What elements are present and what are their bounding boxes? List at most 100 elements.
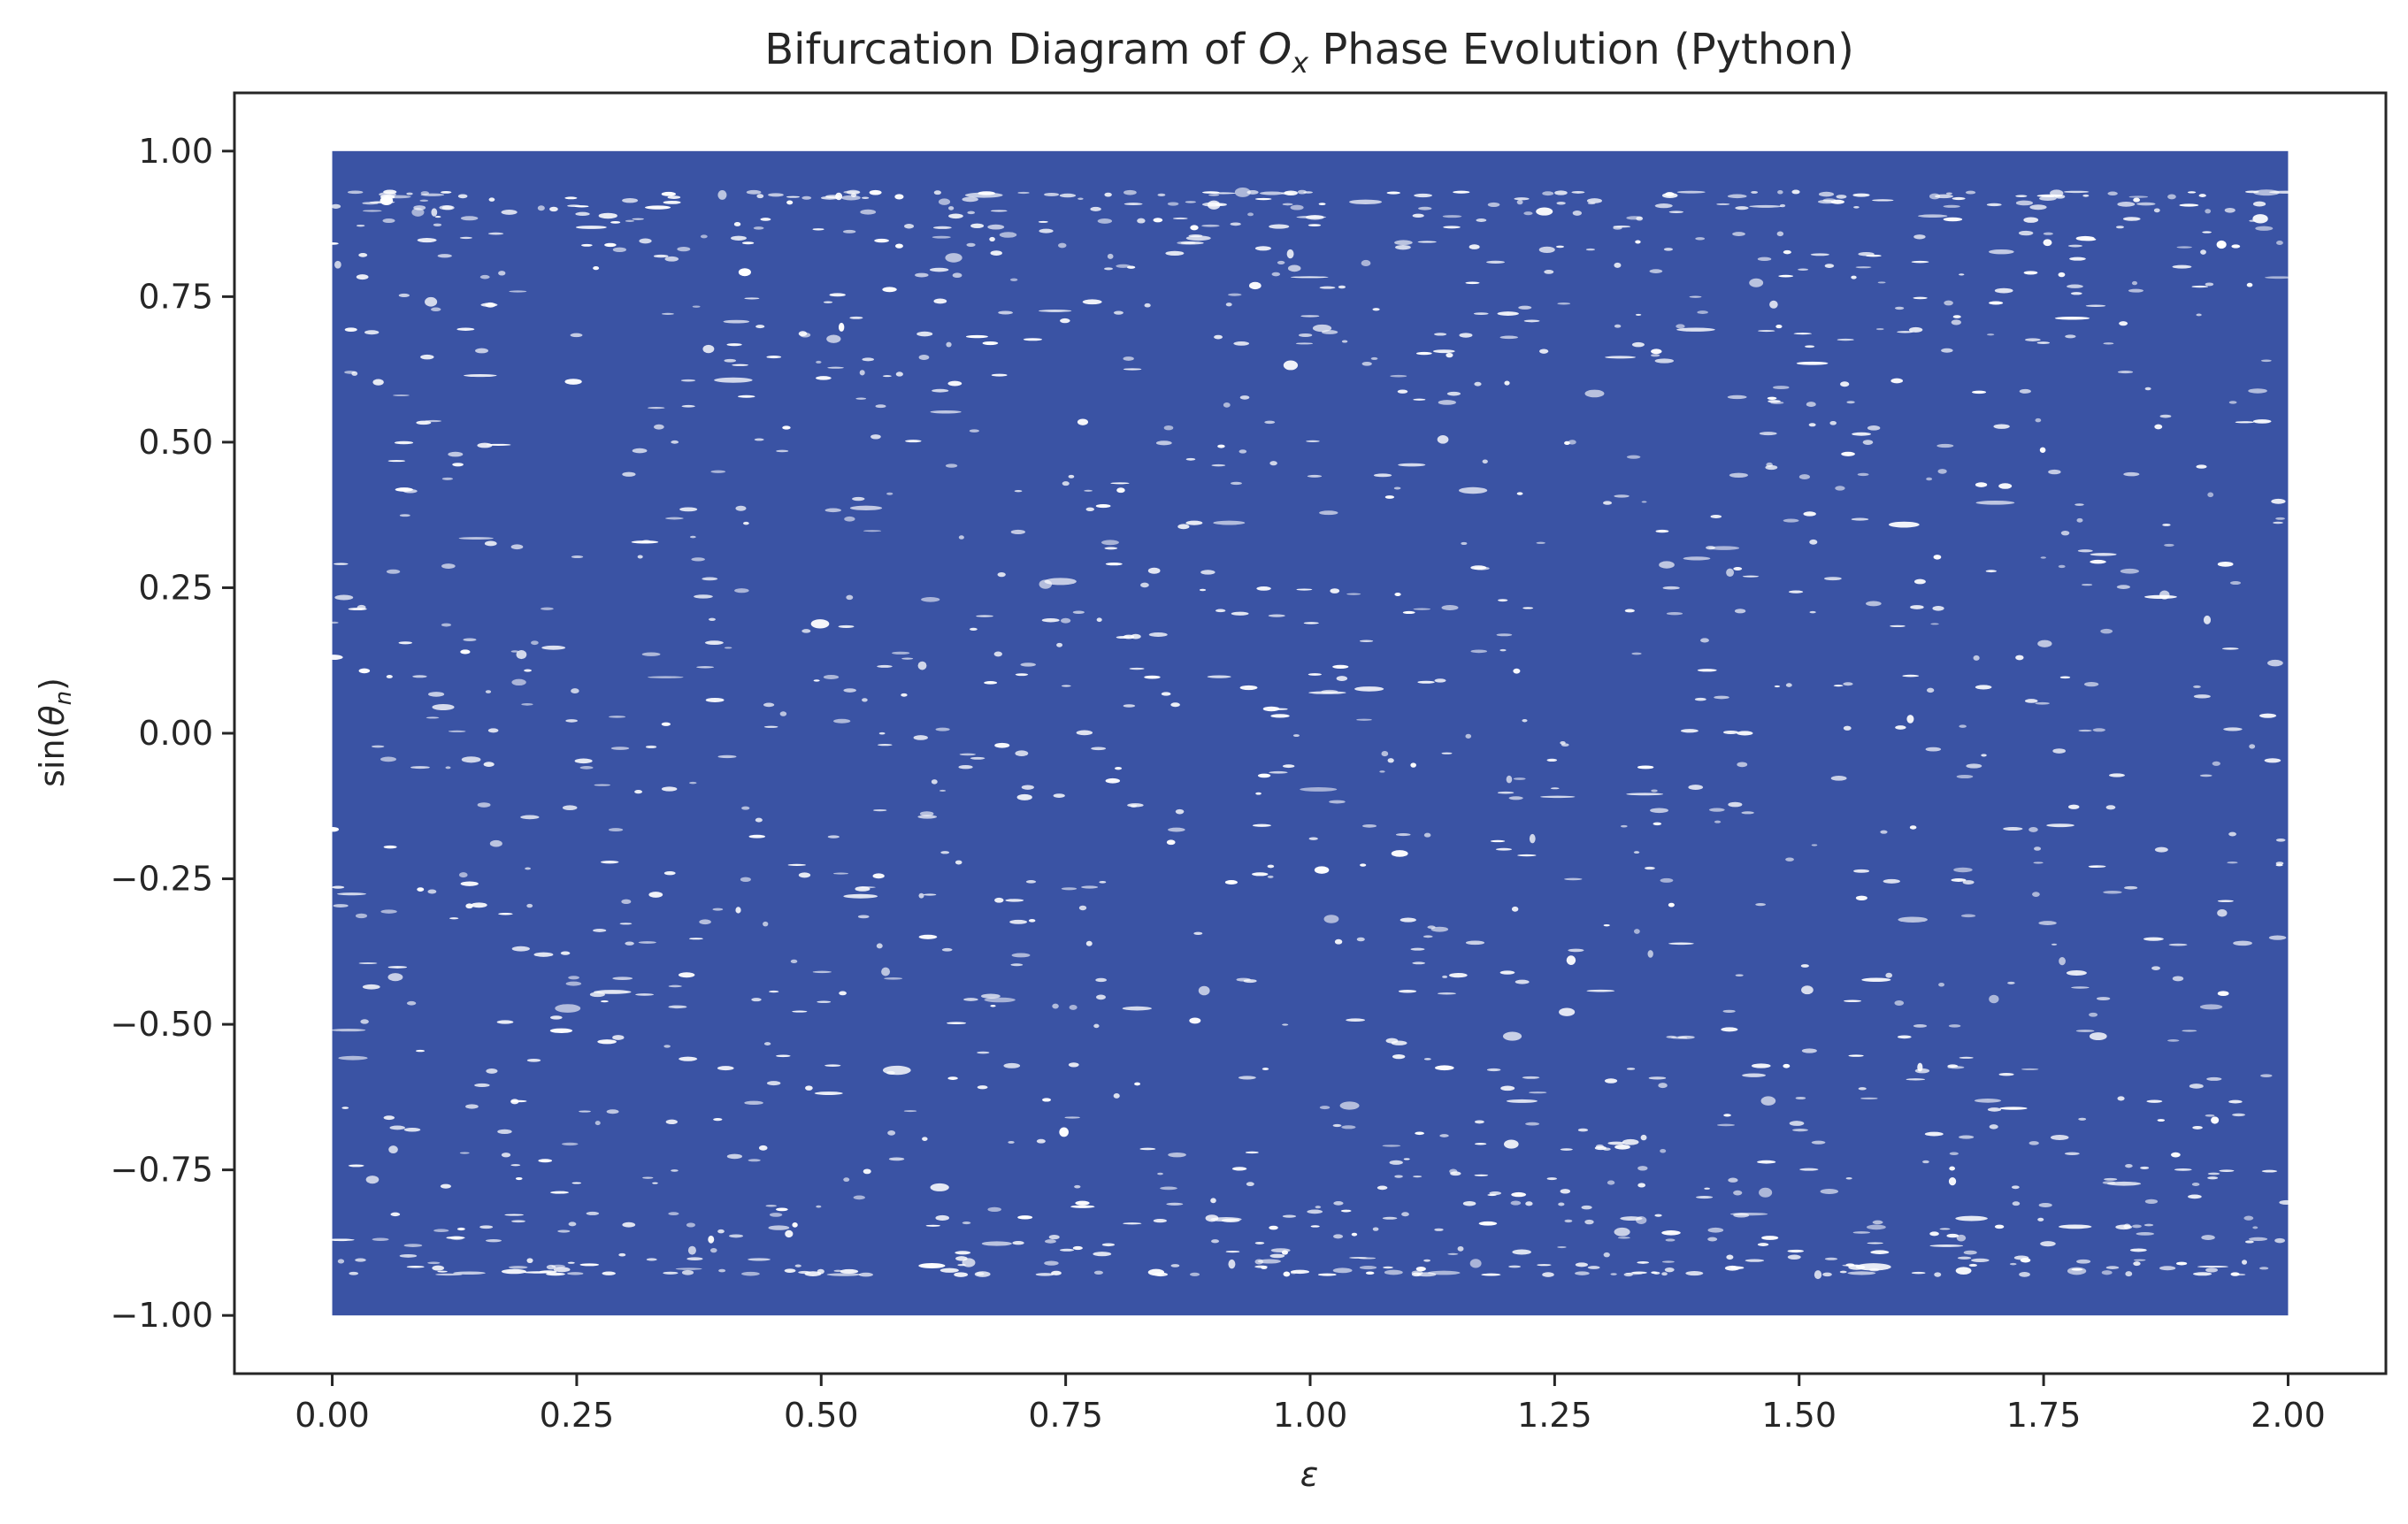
scatter-gap bbox=[549, 1015, 563, 1020]
scatter-gap bbox=[664, 256, 679, 262]
scatter-gap bbox=[862, 698, 868, 702]
scatter-gap bbox=[501, 209, 518, 215]
scatter-gap bbox=[1640, 1134, 1647, 1141]
scatter-gap bbox=[1310, 1225, 1320, 1228]
scatter-gap bbox=[604, 242, 617, 248]
scatter-gap bbox=[1123, 203, 1143, 205]
scatter-gap bbox=[1373, 473, 1392, 478]
scatter-gap bbox=[387, 460, 406, 463]
scatter-gap bbox=[1107, 253, 1114, 259]
scatter-gap bbox=[1801, 1048, 1817, 1053]
scatter-gap bbox=[612, 1035, 625, 1040]
scatter-gap bbox=[1523, 319, 1540, 323]
scatter-gap bbox=[1140, 582, 1149, 588]
scatter-gap bbox=[2273, 521, 2283, 525]
scatter-gap bbox=[1314, 866, 1330, 874]
scatter-gap bbox=[1872, 199, 1894, 202]
scatter-gap bbox=[726, 343, 742, 347]
scatter-gap bbox=[480, 303, 498, 307]
scatter-gap bbox=[732, 364, 748, 366]
scatter-gap bbox=[718, 1268, 726, 1273]
scatter-gap bbox=[1737, 731, 1753, 736]
scatter-gap bbox=[904, 224, 915, 229]
scatter-gap bbox=[945, 253, 962, 263]
scatter-gap bbox=[1475, 1142, 1487, 1145]
scatter-gap bbox=[1651, 354, 1660, 357]
scatter-gap bbox=[1633, 929, 1640, 934]
scatter-gap bbox=[2050, 1134, 2069, 1140]
scatter-gap bbox=[348, 1164, 364, 1168]
scatter-gap bbox=[398, 293, 410, 298]
scatter-gap bbox=[1474, 381, 1482, 387]
scatter-gap bbox=[1751, 1063, 1771, 1068]
scatter-gap bbox=[1662, 586, 1680, 590]
scatter-gap bbox=[981, 1241, 1012, 1246]
scatter-gap bbox=[1540, 795, 1576, 799]
scatter-gap bbox=[387, 973, 403, 982]
scatter-gap bbox=[775, 1054, 791, 1058]
scatter-gap bbox=[1465, 940, 1485, 946]
scatter-gap bbox=[2038, 1202, 2052, 1207]
scatter-gap bbox=[2128, 288, 2143, 293]
scatter-gap bbox=[2198, 194, 2206, 198]
scatter-gap bbox=[829, 293, 846, 297]
scatter-gap bbox=[1442, 975, 1448, 978]
scatter-gap bbox=[843, 190, 861, 194]
scatter-gap bbox=[1811, 1140, 1826, 1145]
scatter-gap bbox=[1742, 1073, 1767, 1077]
scatter-gap bbox=[460, 881, 479, 886]
scatter-gap bbox=[1076, 730, 1093, 736]
scatter-gap bbox=[1852, 432, 1871, 436]
scatter-gap bbox=[1259, 191, 1285, 195]
scatter-gap bbox=[1637, 1183, 1646, 1188]
scatter-gap bbox=[2199, 774, 2212, 777]
scatter-gap bbox=[608, 828, 624, 832]
scatter-gap bbox=[357, 604, 366, 610]
scatter-gap bbox=[1955, 1215, 1988, 1221]
scatter-gap bbox=[2003, 827, 2023, 831]
scatter-gap bbox=[1862, 440, 1874, 445]
scatter-gap bbox=[1262, 706, 1280, 712]
scatter-gap bbox=[2191, 1182, 2200, 1186]
scatter-gap bbox=[1010, 529, 1026, 535]
scatter-gap bbox=[1622, 1138, 1639, 1145]
scatter-gap bbox=[1165, 250, 1185, 257]
scatter-gap bbox=[663, 1045, 671, 1048]
scatter-gap bbox=[1239, 685, 1258, 691]
scatter-gap bbox=[1968, 1263, 1978, 1267]
scatter-gap bbox=[894, 194, 904, 200]
scatter-gap bbox=[1210, 1198, 1216, 1204]
scatter-gap bbox=[1230, 222, 1241, 226]
scatter-gap bbox=[726, 1153, 743, 1160]
scatter-gap bbox=[1009, 278, 1018, 281]
scatter-gap bbox=[1803, 511, 1816, 517]
scatter-gap bbox=[1410, 947, 1425, 951]
scatter-gap bbox=[341, 1107, 349, 1109]
scatter-gap bbox=[1867, 1242, 1883, 1244]
scatter-gap bbox=[763, 702, 775, 708]
scatter-gap bbox=[746, 189, 762, 195]
scatter-gap bbox=[1755, 902, 1767, 907]
scatter-gap bbox=[1211, 1239, 1220, 1244]
scatter-gap bbox=[679, 507, 698, 512]
scatter-gap bbox=[597, 1039, 617, 1045]
scatter-gap bbox=[1733, 566, 1743, 571]
scatter-gap bbox=[1998, 1073, 2014, 1076]
scatter-gap bbox=[1017, 1215, 1033, 1220]
scatter-gap bbox=[1929, 1231, 1939, 1237]
scatter-gap bbox=[1664, 1267, 1675, 1273]
scatter-gap bbox=[1808, 423, 1816, 427]
scatter-gap bbox=[1911, 260, 1929, 264]
scatter-gap bbox=[735, 505, 747, 511]
scatter-gap bbox=[1442, 215, 1462, 218]
scatter-gap bbox=[1228, 293, 1242, 296]
scatter-gap bbox=[1036, 1138, 1046, 1144]
scatter-gap bbox=[1208, 194, 1220, 196]
scatter-gap bbox=[740, 877, 751, 883]
scatter-gap bbox=[873, 808, 887, 812]
scatter-gap bbox=[1340, 1209, 1352, 1213]
scatter-gap bbox=[1998, 483, 2013, 489]
scatter-gap bbox=[2065, 334, 2076, 339]
scatter-gap bbox=[485, 690, 492, 693]
